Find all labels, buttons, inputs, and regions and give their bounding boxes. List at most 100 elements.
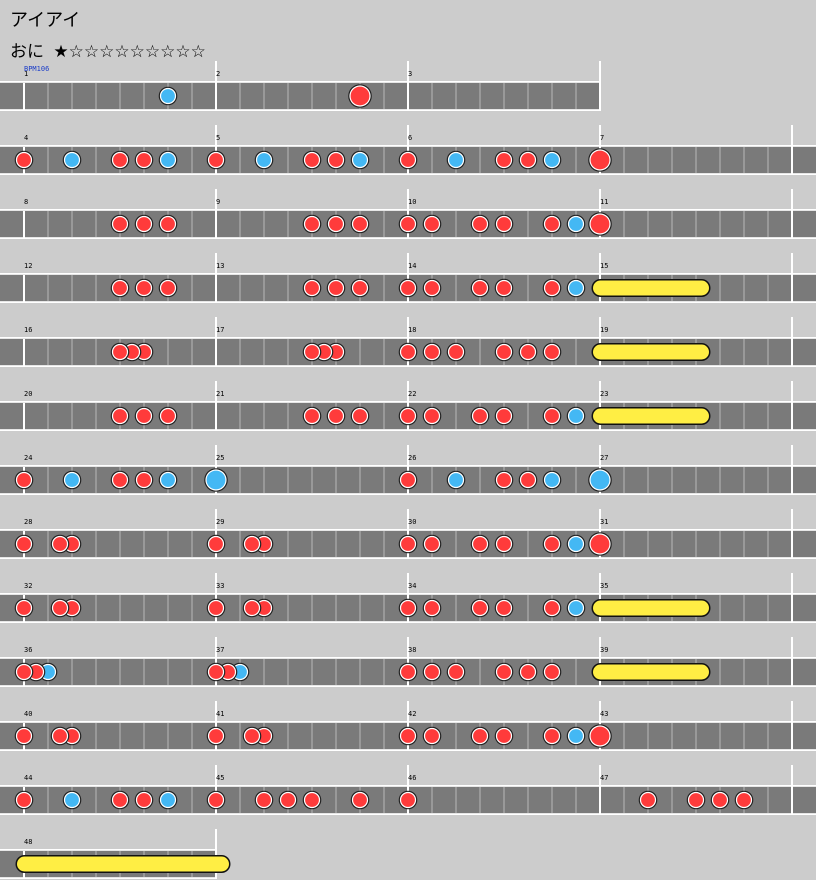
don-note — [542, 278, 562, 298]
note-face — [545, 345, 559, 359]
note-face — [545, 729, 559, 743]
song-title: アイアイ — [10, 10, 81, 31]
note-face — [473, 601, 487, 615]
don-note — [326, 406, 346, 426]
don-note — [518, 470, 538, 490]
don-note — [398, 470, 418, 490]
note-face — [137, 409, 151, 423]
note-face — [305, 153, 319, 167]
don-note — [638, 790, 658, 810]
note-face — [401, 281, 415, 295]
measure-number: 22 — [408, 390, 416, 398]
big-don-note — [348, 84, 372, 108]
note-face — [245, 729, 259, 743]
don-note — [494, 726, 514, 746]
don-note — [134, 150, 154, 170]
chart-row: 44 45 46 47 — [0, 765, 816, 815]
measure-number: 31 — [600, 518, 608, 526]
measure-number: 32 — [24, 582, 32, 590]
don-note — [470, 598, 490, 618]
lane-border-top — [0, 849, 216, 851]
don-note — [134, 278, 154, 298]
note-face — [113, 409, 127, 423]
measure-number: 10 — [408, 198, 416, 206]
note-face — [497, 473, 511, 487]
measure-number: 27 — [600, 454, 608, 462]
note-face — [17, 153, 31, 167]
note-face — [521, 473, 535, 487]
don-note — [398, 598, 418, 618]
ka-note — [62, 470, 82, 490]
measure-number: 48 — [24, 838, 32, 846]
note-face — [449, 665, 463, 679]
measure-number: 30 — [408, 518, 416, 526]
don-note — [446, 662, 466, 682]
note-face — [137, 281, 151, 295]
drumroll-bar — [593, 600, 709, 616]
don-note — [134, 214, 154, 234]
measure-number: 21 — [216, 390, 224, 398]
note-face — [401, 217, 415, 231]
note-face — [545, 409, 559, 423]
note-face — [209, 153, 223, 167]
note-face — [401, 729, 415, 743]
don-note — [398, 342, 418, 362]
note-face — [353, 793, 367, 807]
note-face — [569, 601, 583, 615]
note-face — [353, 217, 367, 231]
note-face — [569, 281, 583, 295]
note-face — [206, 470, 226, 490]
don-note — [254, 790, 274, 810]
don-note — [494, 406, 514, 426]
measure-number: 23 — [600, 390, 608, 398]
don-note — [14, 662, 34, 682]
don-note — [110, 214, 130, 234]
don-note — [350, 406, 370, 426]
ka-note — [566, 278, 586, 298]
don-note — [50, 726, 70, 746]
don-note — [494, 150, 514, 170]
note-face — [590, 214, 610, 234]
note-face — [449, 345, 463, 359]
measure-number: 20 — [24, 390, 32, 398]
ka-note — [62, 150, 82, 170]
lane-border-bottom — [0, 109, 600, 111]
don-note — [422, 214, 442, 234]
lane-border-top — [0, 81, 600, 83]
note-face — [329, 153, 343, 167]
note-face — [545, 537, 559, 551]
note-face — [137, 793, 151, 807]
don-note — [302, 214, 322, 234]
note-face — [473, 409, 487, 423]
don-note — [422, 406, 442, 426]
ka-note — [62, 790, 82, 810]
note-face — [497, 217, 511, 231]
note-face — [305, 217, 319, 231]
don-note — [518, 150, 538, 170]
don-note — [542, 342, 562, 362]
ka-note — [158, 790, 178, 810]
big-don-note — [588, 148, 612, 172]
note-face — [353, 281, 367, 295]
ka-note — [158, 86, 178, 106]
ka-note — [254, 150, 274, 170]
note-face — [425, 345, 439, 359]
don-note — [494, 470, 514, 490]
note-face — [689, 793, 703, 807]
don-note — [398, 534, 418, 554]
note-face — [545, 601, 559, 615]
don-note — [14, 150, 34, 170]
note-face — [161, 473, 175, 487]
note-face — [353, 409, 367, 423]
note-face — [113, 473, 127, 487]
measure-number: 33 — [216, 582, 224, 590]
chart-row: 36 37 38 39 — [0, 637, 816, 687]
don-note — [14, 726, 34, 746]
don-note — [422, 278, 442, 298]
don-note — [14, 598, 34, 618]
don-note — [110, 470, 130, 490]
measure-number: 15 — [600, 262, 608, 270]
don-note — [206, 598, 226, 618]
note-face — [257, 153, 271, 167]
ka-note — [446, 150, 466, 170]
